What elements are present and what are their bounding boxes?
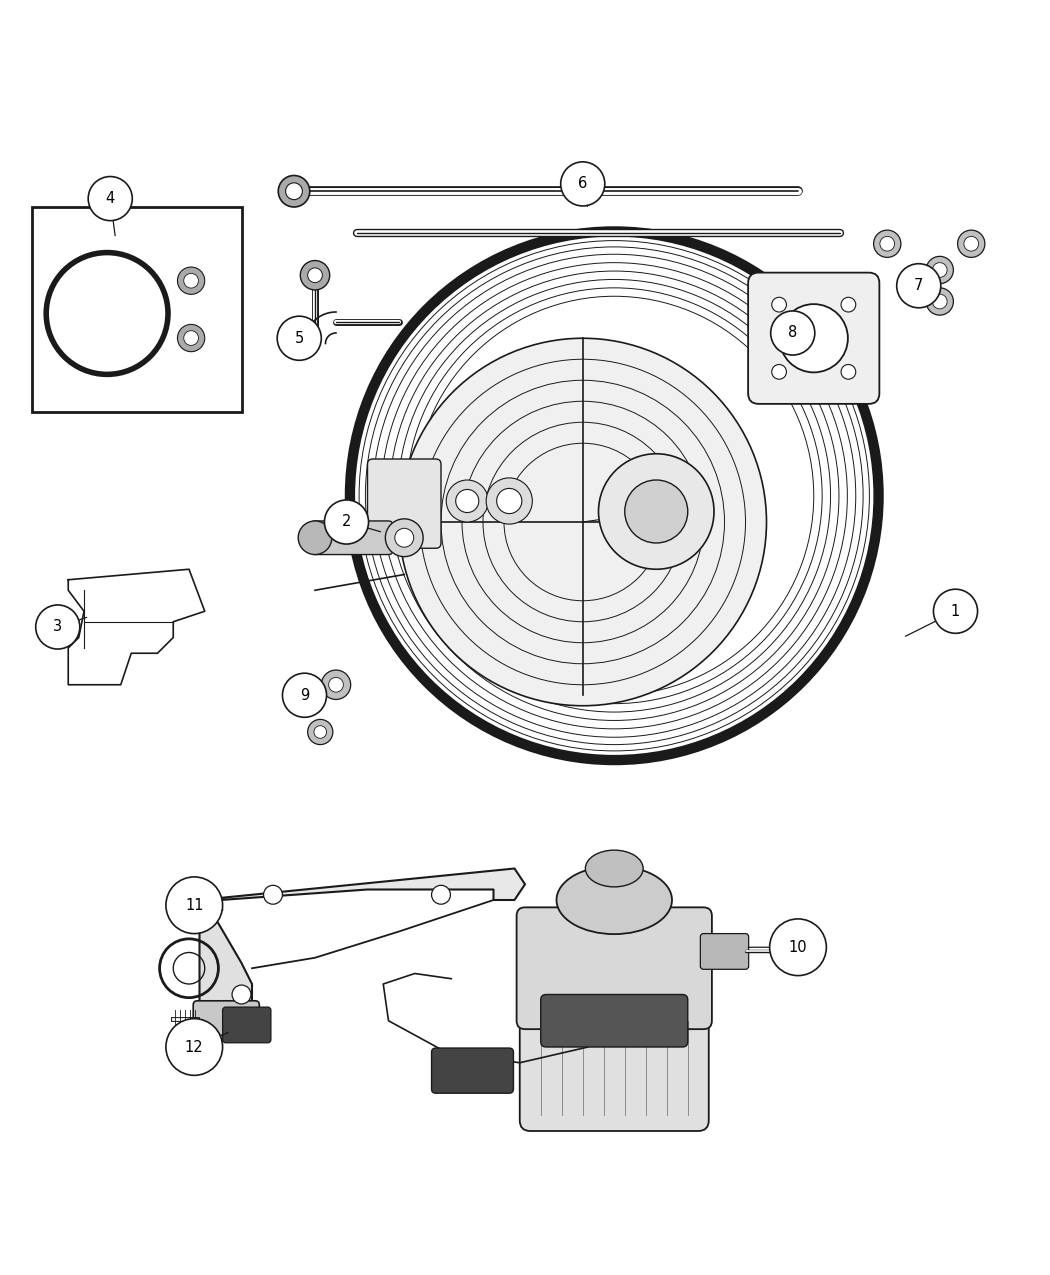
Text: 1: 1 <box>951 604 960 618</box>
Circle shape <box>308 268 322 283</box>
Text: 4: 4 <box>106 191 114 207</box>
Text: 8: 8 <box>789 325 797 340</box>
Ellipse shape <box>779 305 848 372</box>
Circle shape <box>874 230 901 258</box>
Circle shape <box>278 176 310 207</box>
Circle shape <box>932 263 947 278</box>
Circle shape <box>277 316 321 361</box>
Circle shape <box>625 479 688 543</box>
FancyBboxPatch shape <box>193 1001 259 1035</box>
Circle shape <box>264 885 282 904</box>
FancyBboxPatch shape <box>223 1007 271 1043</box>
Bar <box>32 207 242 412</box>
Circle shape <box>184 330 198 346</box>
FancyBboxPatch shape <box>432 1048 513 1093</box>
Polygon shape <box>200 900 252 1005</box>
Circle shape <box>232 986 251 1003</box>
Circle shape <box>880 236 895 251</box>
Circle shape <box>432 885 450 904</box>
Circle shape <box>166 1019 223 1075</box>
Circle shape <box>177 266 205 295</box>
Circle shape <box>399 338 766 706</box>
Circle shape <box>184 273 198 288</box>
Text: 3: 3 <box>54 620 62 635</box>
FancyBboxPatch shape <box>520 1005 709 1131</box>
Circle shape <box>926 256 953 283</box>
Circle shape <box>177 324 205 352</box>
Circle shape <box>286 182 302 200</box>
Circle shape <box>497 488 522 514</box>
Circle shape <box>772 365 786 379</box>
Circle shape <box>958 230 985 258</box>
FancyBboxPatch shape <box>311 521 393 555</box>
Circle shape <box>308 719 333 745</box>
Text: 7: 7 <box>915 278 923 293</box>
Circle shape <box>841 365 856 379</box>
Circle shape <box>298 521 332 555</box>
Text: 12: 12 <box>185 1039 204 1054</box>
Circle shape <box>561 162 605 207</box>
Circle shape <box>329 677 343 692</box>
Text: 5: 5 <box>295 330 303 346</box>
Circle shape <box>772 297 786 312</box>
Circle shape <box>446 479 488 521</box>
Circle shape <box>385 519 423 557</box>
Circle shape <box>933 589 978 634</box>
Circle shape <box>964 236 979 251</box>
Circle shape <box>926 288 953 315</box>
Circle shape <box>932 295 947 309</box>
Text: 2: 2 <box>342 515 351 529</box>
FancyBboxPatch shape <box>368 459 441 548</box>
Circle shape <box>897 264 941 307</box>
FancyBboxPatch shape <box>700 933 749 969</box>
FancyBboxPatch shape <box>748 273 880 404</box>
Text: 11: 11 <box>185 898 204 913</box>
Circle shape <box>598 454 714 569</box>
Circle shape <box>282 673 327 718</box>
Circle shape <box>324 500 369 544</box>
Ellipse shape <box>586 850 643 887</box>
Text: 6: 6 <box>579 176 587 191</box>
FancyBboxPatch shape <box>541 994 688 1047</box>
Circle shape <box>841 297 856 312</box>
Circle shape <box>88 176 132 221</box>
Polygon shape <box>200 868 525 900</box>
Circle shape <box>771 311 815 354</box>
Circle shape <box>456 490 479 513</box>
Ellipse shape <box>556 866 672 935</box>
Circle shape <box>300 260 330 289</box>
Circle shape <box>486 478 532 524</box>
Circle shape <box>321 671 351 700</box>
Text: 9: 9 <box>300 687 309 703</box>
Circle shape <box>166 877 223 933</box>
Circle shape <box>36 604 80 649</box>
Circle shape <box>314 725 327 738</box>
FancyBboxPatch shape <box>517 908 712 1029</box>
Circle shape <box>395 528 414 547</box>
Text: 10: 10 <box>789 940 807 955</box>
Circle shape <box>770 919 826 975</box>
